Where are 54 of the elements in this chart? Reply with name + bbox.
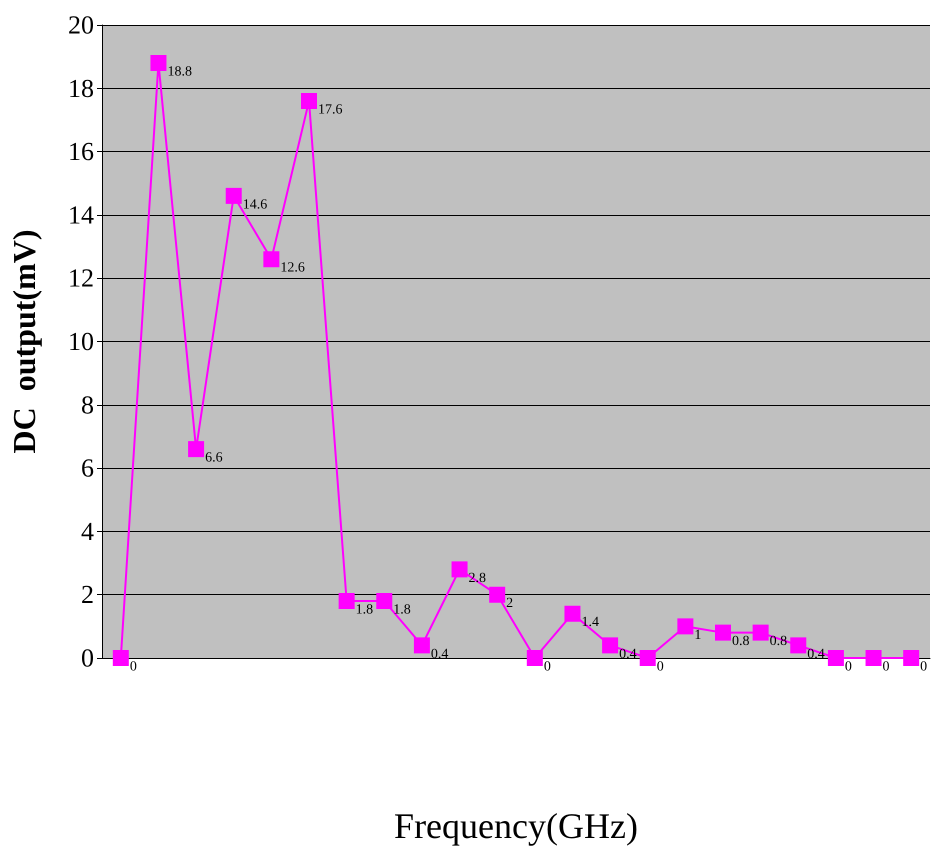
point xyxy=(263,251,280,268)
y-tick-label: 16 xyxy=(68,137,94,166)
data-label: 18.8 xyxy=(167,64,192,80)
y-tick-label: 10 xyxy=(68,327,94,356)
point xyxy=(752,624,769,641)
data-label: 0 xyxy=(844,660,852,674)
point xyxy=(188,441,204,458)
data-label: 0 xyxy=(130,660,137,674)
point xyxy=(150,54,166,71)
data-label: 0 xyxy=(920,660,928,674)
point xyxy=(828,650,844,666)
point xyxy=(677,618,694,634)
y-tick-label: 12 xyxy=(68,264,94,293)
point xyxy=(602,637,618,654)
point xyxy=(301,92,317,109)
data-label: 17.6 xyxy=(318,102,342,118)
point xyxy=(715,624,731,641)
y-tick-label: 8 xyxy=(81,390,94,420)
y-tick-label: 4 xyxy=(81,516,94,546)
y-tick-label: 0 xyxy=(81,644,94,672)
point xyxy=(564,606,580,622)
point xyxy=(338,593,355,610)
data-label: 12.6 xyxy=(280,260,305,276)
data-label: 14.6 xyxy=(242,197,268,212)
data-label: 0.4 xyxy=(807,646,825,662)
data-label: 1.8 xyxy=(356,602,374,618)
point xyxy=(790,637,806,654)
point xyxy=(112,650,129,666)
data-label: 0.8 xyxy=(732,634,750,650)
y-tick-label: 20 xyxy=(68,10,94,40)
point xyxy=(414,637,430,654)
y-axis-title: DC output(mV) xyxy=(6,230,42,454)
y-tick-label: 18 xyxy=(68,74,94,103)
point xyxy=(526,650,543,666)
y-tick-label: 14 xyxy=(68,200,94,230)
x-axis-title: Frequency(GHz) xyxy=(394,806,638,846)
data-label: 0 xyxy=(882,660,890,674)
point xyxy=(640,650,656,666)
data-label: 6.6 xyxy=(205,450,223,466)
point xyxy=(866,650,882,666)
point xyxy=(489,586,506,603)
y-tick-label: 2 xyxy=(81,580,94,610)
point xyxy=(452,561,468,578)
data-label: 1.8 xyxy=(393,602,411,618)
data-label: 1 xyxy=(694,628,702,643)
point xyxy=(376,593,392,610)
data-label: 2 xyxy=(506,596,514,612)
y-tick-label: 6 xyxy=(81,454,94,483)
data-label: 0 xyxy=(656,660,664,674)
data-label: 0 xyxy=(544,660,551,674)
data-label: 1.4 xyxy=(581,615,599,630)
point xyxy=(226,188,242,204)
data-label: 0.4 xyxy=(430,646,448,662)
point xyxy=(903,650,920,666)
